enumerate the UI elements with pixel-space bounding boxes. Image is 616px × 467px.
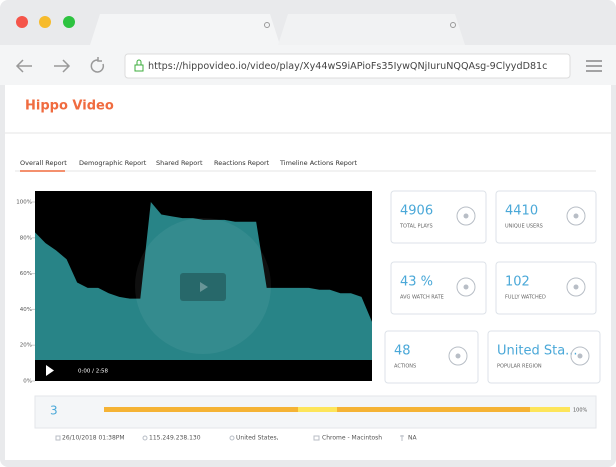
video-time: 0:00 / 2:58 (78, 369, 109, 375)
stat-label: POPULAR REGION (497, 364, 542, 370)
stat-icon-dot (573, 284, 579, 290)
forward-button[interactable] (54, 59, 71, 73)
stat-card (495, 261, 597, 315)
browser-tab[interactable] (90, 14, 280, 45)
ip-icon (142, 435, 148, 441)
location-icon (229, 435, 235, 441)
y-tick-label: 40% (20, 307, 32, 313)
stat-icon (566, 206, 586, 226)
stat-value: 102 (505, 275, 530, 290)
stat-card (390, 261, 487, 315)
report-tab[interactable]: Demographic Report (79, 159, 147, 167)
stat-card (390, 190, 487, 244)
session-browser: Chrome - Macintosh (322, 435, 382, 442)
stat-icon-dot (573, 213, 579, 219)
play-overlay[interactable] (180, 273, 226, 301)
stat-value: 4410 (505, 204, 538, 219)
play-overlay-icon (200, 282, 208, 292)
play-button[interactable] (46, 365, 54, 376)
stat-card (495, 190, 597, 244)
stat-value: 48 (394, 344, 411, 359)
y-tick-label: 80% (20, 235, 32, 241)
stat-icon-dot (455, 353, 461, 359)
close-button[interactable] (16, 16, 28, 28)
session-location: United States, (236, 435, 279, 442)
session-device: NA (408, 435, 417, 442)
back-button[interactable] (15, 59, 32, 73)
stat-icon (448, 346, 468, 366)
device-icon (400, 435, 404, 441)
stat-icon (566, 277, 586, 297)
progress-segment (530, 407, 570, 412)
stat-icon (456, 277, 476, 297)
stat-card (384, 330, 479, 384)
video-controls (35, 360, 372, 381)
address-bar[interactable] (124, 53, 571, 79)
reload-button[interactable] (90, 57, 105, 73)
report-tab[interactable]: Reactions Report (214, 159, 270, 167)
report-tab[interactable]: Shared Report (156, 159, 203, 167)
browser-icon (313, 435, 320, 441)
lock-icon (136, 59, 142, 65)
lock-icon (134, 64, 144, 72)
tab-close[interactable] (264, 22, 270, 28)
session-date: 26/10/2018 01:38PM (62, 435, 125, 442)
stat-icon (570, 346, 590, 366)
stat-icon (456, 206, 476, 226)
date-icon (55, 435, 61, 441)
stat-value: 43 % (400, 275, 433, 290)
session-index: 3 (50, 404, 58, 418)
y-tick-label: 100% (16, 200, 32, 206)
report-tab[interactable]: Timeline Actions Report (279, 159, 358, 167)
logo: Hippo Video (25, 99, 114, 114)
stat-label: UNIQUE USERS (505, 224, 543, 230)
session-ip: 115.249.238.130 (149, 435, 201, 442)
minimize-button[interactable] (39, 16, 51, 28)
progress-label: 100% (573, 408, 588, 414)
stat-label: TOTAL PLAYS (399, 224, 433, 230)
tab-close[interactable] (450, 22, 456, 28)
stat-label: FULLY WATCHED (505, 295, 546, 301)
url: https://hippovideo.io/video/play/Xy44wS9… (148, 61, 547, 72)
y-tick-label: 60% (20, 271, 32, 277)
stat-value: United Sta... (497, 344, 578, 359)
maximize-button[interactable] (63, 16, 75, 28)
stat-value: 4906 (400, 204, 433, 219)
y-tick-label: 20% (20, 343, 32, 349)
menu-button[interactable] (586, 60, 602, 72)
y-tick-label: 0% (23, 379, 32, 385)
stat-icon-dot (463, 213, 469, 219)
retention-area (35, 202, 372, 381)
stat-card (487, 330, 601, 384)
browser-tab[interactable] (278, 14, 465, 45)
stat-icon-dot (463, 284, 469, 290)
stat-label: AVG WATCH RATE (400, 295, 444, 301)
progress-segment (298, 407, 337, 412)
stat-icon-dot (577, 353, 583, 359)
video-overlay (135, 218, 271, 354)
report-tab[interactable]: Overall Report (20, 159, 67, 167)
stat-label: ACTIONS (394, 364, 416, 370)
